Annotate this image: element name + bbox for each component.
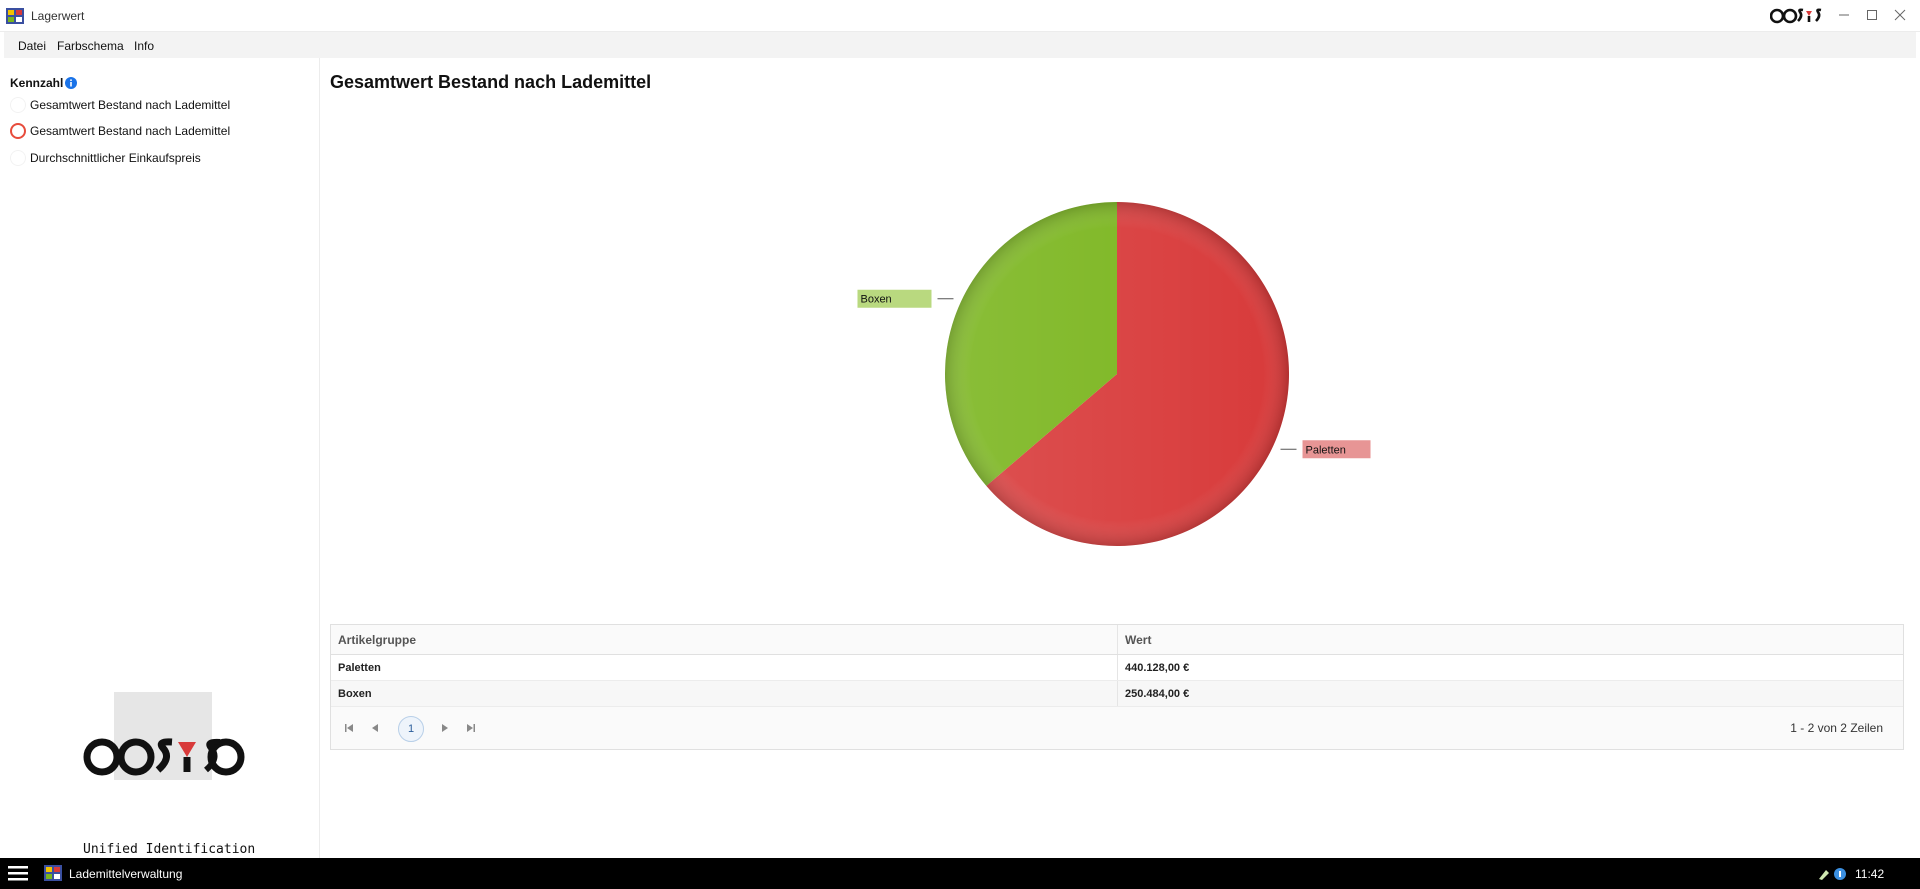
main-panel: Gesamtwert Bestand nach Lademittel Palet… (321, 58, 1920, 858)
table-cell: Boxen (331, 681, 1118, 706)
last-page-icon (467, 724, 475, 732)
pie-label-box (1302, 440, 1371, 459)
menu-info[interactable]: Info (134, 39, 155, 53)
pie-label-paletten: Paletten (1306, 444, 1346, 456)
menu-datei[interactable]: Datei (18, 39, 47, 53)
hamburger-menu-icon[interactable] (8, 866, 28, 881)
radio-button-selected[interactable] (10, 123, 26, 139)
cosys-logo (1770, 8, 1822, 24)
pager-info: 1 - 2 von 2 Zeilen (1790, 721, 1883, 735)
page-number-button[interactable]: 1 (398, 716, 424, 742)
table-row[interactable]: Paletten 440.128,00 € (331, 655, 1903, 681)
menu-bar: Datei Farbschema Info (4, 32, 1916, 58)
pie-label-box (857, 289, 932, 308)
minimize-icon (1839, 14, 1849, 16)
page-title: Gesamtwert Bestand nach Lademittel (330, 72, 652, 92)
maximize-icon (1867, 10, 1877, 20)
title-bar: Lagerwert (0, 0, 1920, 32)
previous-page-icon (372, 724, 378, 732)
radio-button[interactable] (10, 150, 26, 166)
taskbar-clock: 11:42 (1855, 867, 1885, 881)
table-cell: 250.484,00 € (1125, 687, 1190, 700)
column-header-wert[interactable]: Wert (1125, 632, 1152, 647)
window-title: Lagerwert (31, 9, 85, 23)
option-label: Gesamtwert Bestand nach Lademittel (30, 98, 231, 112)
taskbar: Lademittelverwaltung 11:42 (0, 858, 1920, 889)
first-page-button[interactable] (341, 720, 357, 736)
column-header-artikelgruppe[interactable]: Artikelgruppe (331, 625, 1118, 654)
system-tray-icons[interactable] (1818, 867, 1848, 881)
radio-button[interactable] (10, 97, 26, 113)
menu-farbschema[interactable]: Farbschema (57, 39, 124, 53)
table-cell: 440.128,00 € (1125, 661, 1190, 674)
storage-app-icon[interactable] (44, 865, 62, 881)
pager: 1 1 - 2 von 2 Zeilen (331, 707, 1903, 749)
option-label: Durchschnittlicher Einkaufspreis (30, 151, 201, 165)
pie-chart: Paletten Boxen (857, 202, 1371, 546)
minimize-button[interactable] (1830, 2, 1858, 28)
option-label: Gesamtwert Bestand nach Lademittel (30, 124, 231, 138)
kennzahl-label: Kennzahl (10, 76, 64, 90)
pie-label-boxen: Boxen (860, 294, 891, 306)
maximize-button[interactable] (1858, 2, 1886, 28)
option-gesamtwert-2[interactable]: Gesamtwert Bestand nach Lademittel (10, 122, 230, 140)
cosys-logo-large (83, 738, 245, 776)
last-page-button[interactable] (463, 720, 479, 736)
next-page-button[interactable] (437, 720, 453, 736)
table-cell: Paletten (331, 655, 1118, 680)
logo-caption: Unified Identification (83, 842, 256, 857)
taskbar-app-label[interactable]: Lademittelverwaltung (69, 867, 183, 881)
first-page-icon (345, 724, 353, 732)
close-button[interactable] (1886, 2, 1914, 28)
data-table: Artikelgruppe Wert Paletten 440.128,00 €… (330, 624, 1904, 750)
info-icon[interactable] (65, 77, 77, 89)
previous-page-button[interactable] (367, 720, 383, 736)
close-icon (1894, 9, 1906, 21)
cosys-brand-logo: Unified Identification (80, 692, 255, 857)
table-row[interactable]: Boxen 250.484,00 € (331, 681, 1903, 707)
pie-gloss (945, 202, 1289, 546)
storage-app-icon (6, 8, 24, 24)
next-page-icon (442, 724, 448, 732)
option-einkaufspreis[interactable]: Durchschnittlicher Einkaufspreis (10, 149, 201, 167)
table-header: Artikelgruppe Wert (331, 625, 1903, 655)
option-gesamtwert-1[interactable]: Gesamtwert Bestand nach Lademittel (10, 96, 230, 114)
